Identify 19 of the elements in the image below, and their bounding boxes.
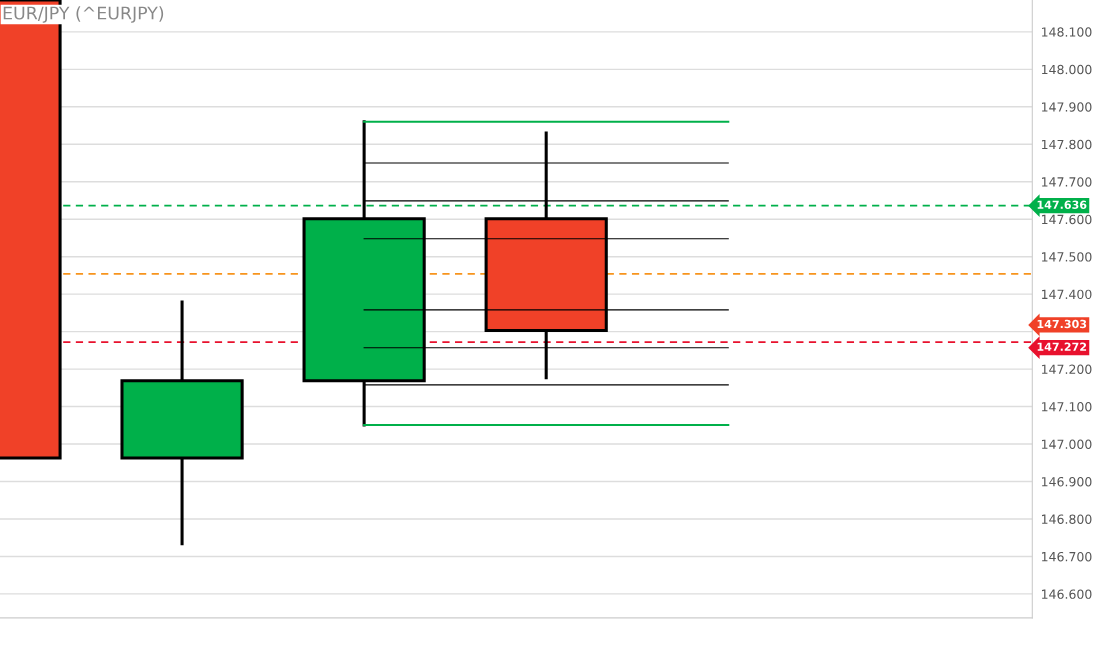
y-tick-label: 148.100 bbox=[1042, 27, 1092, 37]
chart-title: EUR/JPY (^EURJPY) bbox=[3, 6, 164, 23]
y-tick-label: 146.900 bbox=[1042, 476, 1092, 487]
text: 147.303 bbox=[1037, 319, 1087, 329]
y-tick-label: 147.200 bbox=[1042, 364, 1092, 375]
y-tick-label: 147.000 bbox=[1042, 439, 1092, 449]
y-tick-label: 147.100 bbox=[1042, 402, 1092, 412]
y-tick-label: 147.400 bbox=[1042, 289, 1092, 300]
ref-line-label: 147.272 bbox=[1037, 342, 1087, 351]
y-tick-label: 147.500 bbox=[1042, 252, 1092, 262]
y-tick-label: 146.800 bbox=[1042, 514, 1092, 524]
y-tick-label: 147.700 bbox=[1042, 177, 1092, 187]
y-tick-label: 147.800 bbox=[1042, 139, 1092, 150]
y-tick-label: 147.600 bbox=[1042, 214, 1092, 225]
ref-line-label: 147.636 bbox=[1037, 200, 1087, 209]
y-tick-label: 148.000 bbox=[1042, 64, 1092, 75]
y-tick-label: 147.900 bbox=[1042, 102, 1092, 112]
y-tick-label: 146.700 bbox=[1042, 551, 1092, 562]
y-tick-label: 146.600 bbox=[1042, 589, 1092, 599]
